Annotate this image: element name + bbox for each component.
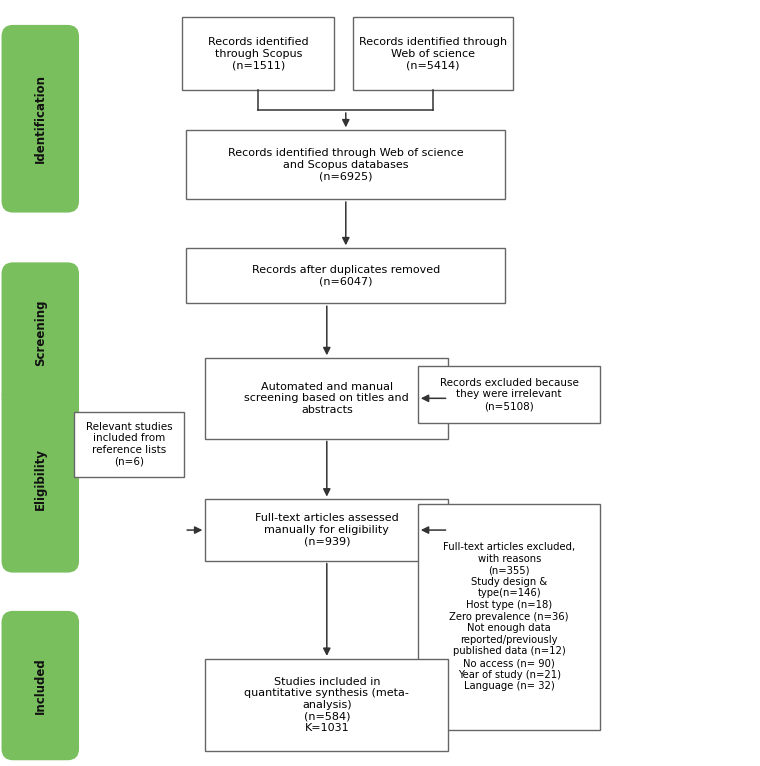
FancyBboxPatch shape: [418, 504, 600, 729]
Text: Records after duplicates removed
(n=6047): Records after duplicates removed (n=6047…: [252, 265, 440, 286]
FancyBboxPatch shape: [186, 248, 505, 303]
Text: Records excluded because
they were irrelevant
(n=5108): Records excluded because they were irrel…: [440, 378, 578, 411]
FancyBboxPatch shape: [182, 17, 334, 90]
FancyBboxPatch shape: [418, 366, 600, 423]
Text: Eligibility: Eligibility: [33, 448, 47, 509]
Text: Screening: Screening: [33, 300, 47, 366]
FancyBboxPatch shape: [353, 17, 513, 90]
Text: Records identified
through Scopus
(n=1511): Records identified through Scopus (n=151…: [208, 37, 309, 70]
FancyBboxPatch shape: [2, 385, 79, 573]
Text: Automated and manual
screening based on titles and
abstracts: Automated and manual screening based on …: [245, 381, 409, 415]
FancyBboxPatch shape: [205, 499, 448, 561]
Text: Studies included in
quantitative synthesis (meta-
analysis)
(n=584)
K=1031: Studies included in quantitative synthes…: [245, 676, 409, 733]
Text: Full-text articles excluded,
with reasons
(n=355)
Study design &
type(n=146)
Hos: Full-text articles excluded, with reason…: [443, 542, 575, 691]
FancyBboxPatch shape: [205, 659, 448, 751]
FancyBboxPatch shape: [2, 262, 79, 404]
Text: Relevant studies
included from
reference lists
(n=6): Relevant studies included from reference…: [86, 422, 173, 466]
FancyBboxPatch shape: [2, 25, 79, 213]
Text: Included: Included: [33, 657, 47, 714]
Text: Full-text articles assessed
manually for eligibility
(n=939): Full-text articles assessed manually for…: [255, 513, 399, 547]
Text: Identification: Identification: [33, 74, 47, 163]
FancyBboxPatch shape: [74, 411, 184, 476]
FancyBboxPatch shape: [186, 130, 505, 199]
FancyBboxPatch shape: [205, 358, 448, 438]
Text: Records identified through Web of science
and Scopus databases
(n=6925): Records identified through Web of scienc…: [228, 148, 464, 182]
Text: Records identified through
Web of science
(n=5414): Records identified through Web of scienc…: [359, 37, 507, 70]
FancyBboxPatch shape: [2, 611, 79, 760]
